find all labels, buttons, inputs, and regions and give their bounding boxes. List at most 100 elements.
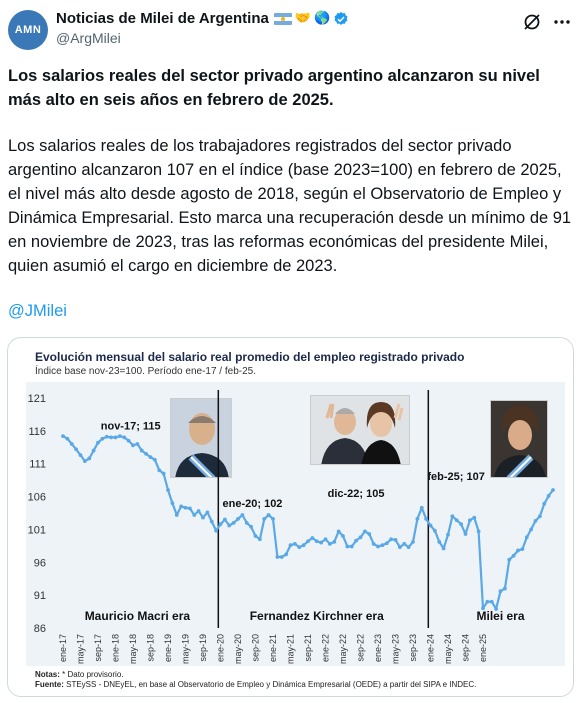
data-point	[170, 501, 175, 506]
data-point	[297, 545, 302, 550]
data-point	[166, 488, 170, 492]
data-point	[314, 539, 319, 544]
data-label: ene-20; 102	[223, 498, 283, 510]
x-tick-label: ene-21	[268, 634, 278, 662]
tweet-body: Los salarios reales de los trabajadores …	[8, 137, 572, 275]
data-point	[109, 435, 114, 440]
data-point	[511, 553, 516, 558]
globe-icon: 🌎	[314, 11, 331, 26]
data-point	[96, 440, 100, 445]
data-point	[437, 540, 442, 544]
data-point	[507, 557, 512, 562]
data-point	[306, 539, 310, 544]
user-handle[interactable]: @ArgMilei	[56, 30, 121, 46]
x-tick-label: sep-17	[93, 634, 103, 662]
grok-icon[interactable]	[522, 12, 542, 32]
y-tick-label: 101	[28, 524, 46, 536]
data-point	[393, 538, 398, 542]
data-point	[454, 518, 459, 523]
era-label: Milei era	[476, 609, 524, 623]
data-point	[358, 535, 363, 540]
data-point	[502, 586, 507, 591]
data-point	[494, 607, 499, 611]
data-point	[459, 522, 464, 527]
data-point	[65, 436, 70, 441]
data-point	[135, 442, 140, 446]
y-tick-label: 86	[34, 623, 46, 635]
fernandez-kirchner-portrait-image	[310, 395, 410, 465]
display-name-row[interactable]: Noticias de Milei de Argentina 🤝 🌎	[56, 10, 349, 27]
data-point	[476, 529, 481, 534]
data-point	[249, 524, 254, 529]
data-point	[74, 447, 79, 452]
data-point	[376, 544, 380, 549]
data-point	[345, 544, 350, 549]
data-point	[336, 529, 341, 534]
data-point	[117, 434, 122, 439]
y-tick-label: 96	[34, 557, 46, 569]
notes-text: * Dato provisorio.	[62, 670, 124, 679]
data-point	[472, 515, 477, 520]
data-point	[397, 545, 402, 550]
x-tick-label: may-20	[233, 634, 243, 664]
data-point	[131, 443, 135, 448]
source-text: STEySS - DNEyEL, en base al Observatorio…	[66, 680, 477, 689]
data-point	[61, 434, 65, 439]
mention-link[interactable]: @JMilei	[8, 302, 67, 320]
chart-notes: Notas: * Dato provisorio. Fuente: STEySS…	[35, 670, 476, 690]
data-point	[424, 517, 429, 521]
data-point	[533, 518, 538, 523]
x-tick-label: ene-23	[373, 634, 383, 662]
data-label: feb-25; 107	[427, 471, 484, 483]
data-point	[236, 517, 240, 521]
data-point	[498, 589, 503, 594]
display-name[interactable]: Noticias de Milei de Argentina	[56, 10, 269, 27]
x-tick-label: sep-24	[461, 634, 471, 662]
tweet-title: Los salarios reales del sector privado a…	[8, 67, 540, 109]
data-point	[240, 513, 245, 517]
data-point	[78, 453, 83, 458]
data-point	[520, 547, 525, 552]
data-point	[231, 520, 236, 525]
data-point	[371, 541, 376, 546]
data-point	[319, 540, 324, 545]
milei-portrait-image	[490, 400, 548, 478]
chart-image-card[interactable]: Evolución mensual del salario real prome…	[7, 337, 574, 697]
data-point	[262, 517, 267, 521]
data-point	[218, 522, 223, 527]
salary-line-chart: 86 91 96 101 106 111 116 121 ene-17 may-17 sep-17 e…	[28, 390, 555, 664]
data-point	[341, 534, 345, 538]
y-tick-label: 111	[29, 459, 46, 471]
data-point	[516, 548, 520, 553]
data-point	[292, 541, 297, 546]
x-tick-label: sep-21	[303, 634, 313, 662]
data-point	[542, 501, 547, 506]
data-point	[148, 455, 153, 460]
data-point	[139, 448, 144, 453]
more-options-icon[interactable]	[552, 12, 572, 32]
data-point	[432, 528, 437, 533]
x-tick-label: may-18	[128, 634, 138, 664]
x-tick-label: sep-23	[408, 634, 418, 662]
data-point	[481, 606, 485, 611]
data-point	[214, 528, 219, 533]
data-label: dic-22; 105	[328, 488, 385, 500]
data-point	[196, 509, 201, 513]
x-tick-label: may-24	[443, 634, 453, 664]
data-label: nov-17; 115	[101, 420, 161, 432]
data-point	[144, 451, 149, 456]
data-point	[227, 523, 232, 528]
data-point	[551, 488, 555, 492]
data-point	[446, 532, 450, 537]
data-point	[467, 518, 472, 523]
avatar[interactable]: AMN	[8, 10, 48, 50]
x-tick-label: ene-19	[163, 634, 173, 662]
data-point	[415, 517, 420, 521]
data-point	[380, 543, 385, 548]
data-point	[205, 510, 210, 515]
data-point	[406, 545, 411, 550]
x-tick-label: ene-22	[321, 634, 331, 662]
data-point	[402, 541, 407, 546]
x-tick-label: may-23	[391, 634, 401, 664]
argentina-flag-icon	[273, 12, 292, 25]
